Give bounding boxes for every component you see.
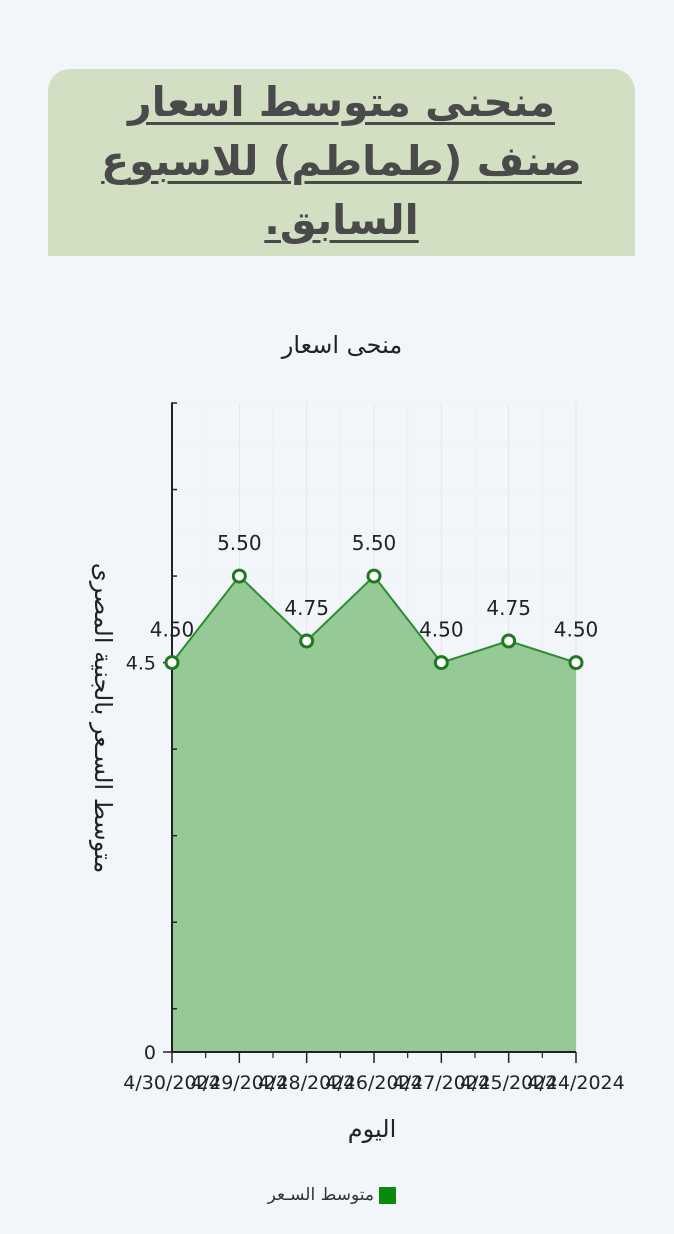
chart-title: منحى اسعار bbox=[281, 331, 402, 359]
y-tick-label: 4.5 bbox=[126, 653, 156, 675]
y-axis-title: متوسط السـعر بالجنية المصرى bbox=[89, 563, 117, 873]
x-tick-label: 4/26/2024 bbox=[325, 1072, 422, 1094]
data-point bbox=[568, 655, 584, 671]
data-point bbox=[366, 568, 382, 584]
data-point bbox=[164, 655, 180, 671]
legend-swatch bbox=[379, 1186, 397, 1204]
data-point bbox=[433, 655, 449, 671]
x-axis-title: اليوم bbox=[348, 1115, 396, 1143]
data-label: 4.75 bbox=[284, 596, 329, 620]
x-tick-label: 4/30/2024 bbox=[123, 1072, 220, 1094]
chart-legend: متوسط السـعر bbox=[0, 1185, 674, 1205]
data-label: 4.50 bbox=[554, 618, 599, 642]
x-tick-label: 4/29/2024 bbox=[191, 1072, 288, 1094]
label-layer: 4/30/20244/29/20244/28/20244/26/20244/27… bbox=[123, 531, 624, 1094]
marker-layer bbox=[164, 568, 584, 671]
x-tick-label: 4/28/2024 bbox=[258, 1072, 355, 1094]
y-tick-label: 0 bbox=[144, 1042, 156, 1064]
data-label: 4.50 bbox=[150, 618, 195, 642]
data-label: 4.50 bbox=[419, 618, 464, 642]
header-card: منحنى متوسط اسعار صنف (طماطم) للاسبوع ال… bbox=[48, 69, 635, 256]
data-point bbox=[501, 633, 517, 649]
page-title: منحنى متوسط اسعار صنف (طماطم) للاسبوع ال… bbox=[101, 78, 582, 244]
x-tick-label: 4/27/2024 bbox=[393, 1072, 490, 1094]
data-label: 5.50 bbox=[217, 531, 262, 555]
area-layer bbox=[171, 574, 577, 1052]
data-label: 4.75 bbox=[486, 596, 531, 620]
area-fill bbox=[172, 576, 576, 1052]
data-point bbox=[299, 633, 315, 649]
chart-container: 0 4.5 4/30/2024 4/29/2024 4/28/2024 4/26/202… bbox=[0, 300, 674, 1234]
axis-layer: 04.5 bbox=[126, 402, 577, 1064]
x-tick-label: 4/25/2024 bbox=[460, 1072, 557, 1094]
x-tick-label: 4/24/2024 bbox=[527, 1072, 624, 1094]
data-point bbox=[231, 568, 247, 584]
legend-label: متوسط السـعر bbox=[267, 1185, 375, 1205]
area-chart: 04.5 4/30/20244/29/20244/28/20244/26/202… bbox=[89, 331, 625, 1143]
data-label: 5.50 bbox=[352, 531, 397, 555]
